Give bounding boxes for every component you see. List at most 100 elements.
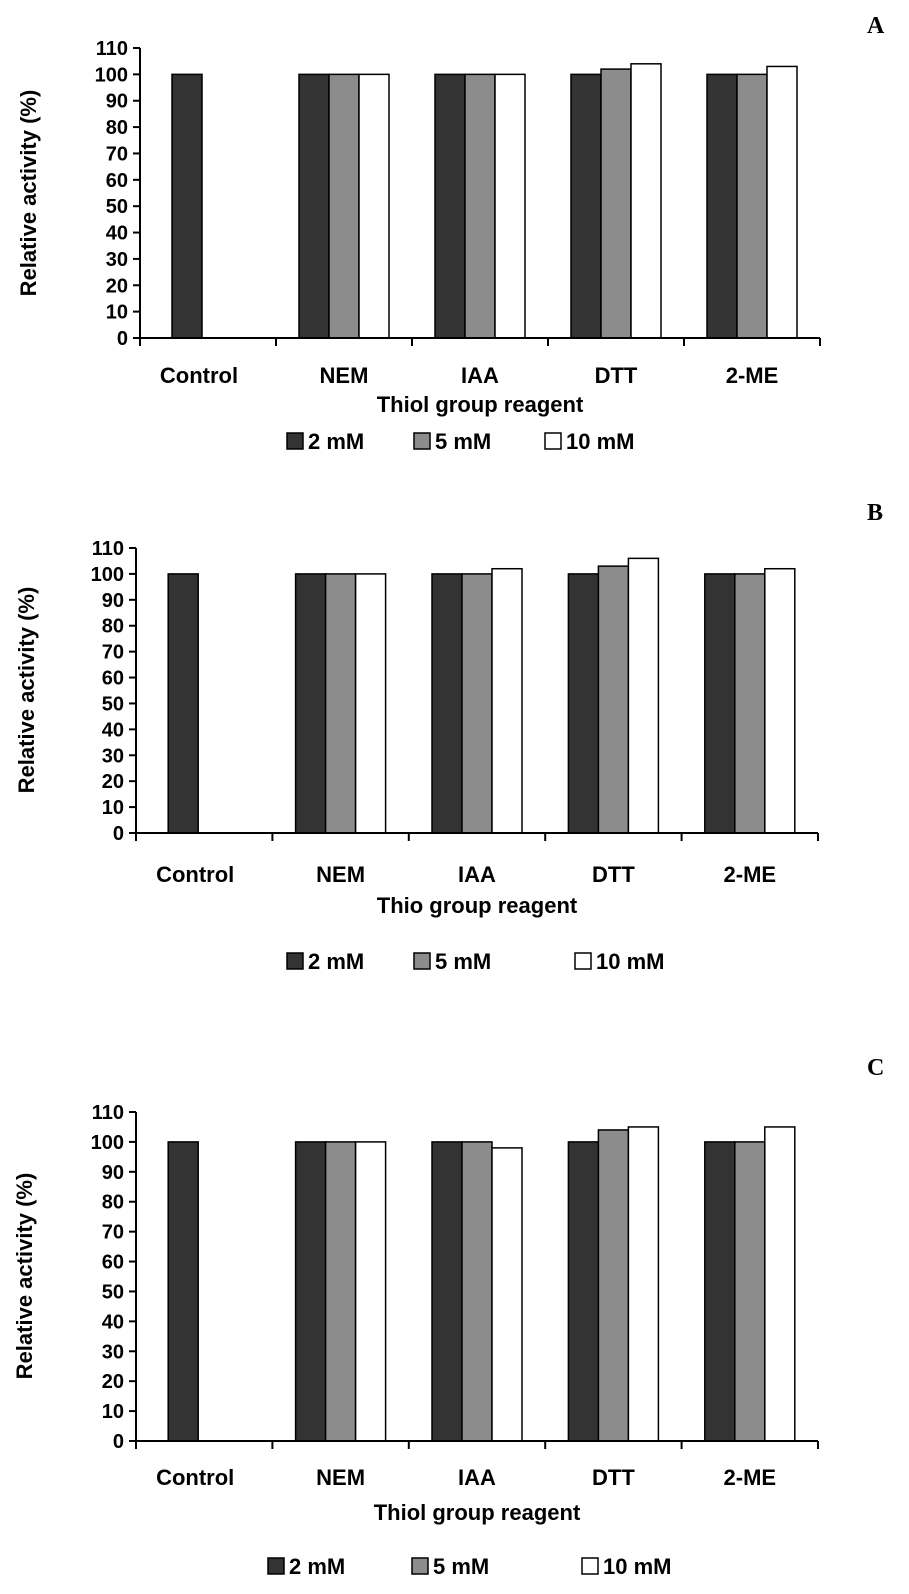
bar-2-me-2mm: [704, 573, 736, 834]
y-tick-label-90: 90: [102, 1162, 124, 1184]
bar-iaa-2mm: [431, 573, 463, 834]
y-axis-title: Relative activity (%): [14, 587, 39, 794]
bar-dtt-10mm: [627, 1126, 660, 1442]
y-tick-label-10: 10: [102, 1401, 124, 1423]
y-tick-label-0: 0: [113, 823, 124, 845]
category-label-iaa: IAA: [458, 862, 496, 887]
panel-letter: B: [867, 500, 883, 526]
bar-nem-2mm: [298, 73, 330, 339]
bar-dtt-5mm: [597, 565, 630, 834]
y-axis-title: Relative activity (%): [12, 1173, 37, 1380]
bar-iaa-2mm: [434, 73, 466, 339]
category-label-2-me: 2-ME: [724, 862, 777, 887]
y-tick-label-100: 100: [91, 564, 124, 586]
y-tick-label-80: 80: [106, 117, 128, 139]
y-tick-label-30: 30: [102, 1341, 124, 1363]
y-tick-label-50: 50: [106, 196, 128, 218]
bar-2-me-5mm: [734, 1141, 766, 1442]
legend-label-2mm: 2 mM: [308, 949, 364, 974]
category-label-nem: NEM: [316, 1465, 365, 1490]
legend: 2 mM 5 mM 10 mM: [286, 949, 664, 974]
bar-control-2mm: [167, 1141, 199, 1442]
y-tick-label-100: 100: [95, 64, 128, 86]
bar-nem-5mm: [328, 73, 360, 339]
legend: 2 mM 5 mM 10 mM: [267, 1554, 671, 1579]
category-label-control: Control: [160, 363, 238, 388]
y-tick-label-30: 30: [102, 745, 124, 767]
category-label-dtt: DTT: [595, 363, 638, 388]
y-axis-title: Relative activity (%): [16, 90, 41, 297]
bar-2-me-5mm: [734, 573, 766, 834]
legend-label-5mm: 5 mM: [435, 949, 491, 974]
y-tick-label-50: 50: [102, 693, 124, 715]
bar-2-me-5mm: [736, 73, 768, 339]
bar-dtt-10mm: [630, 63, 662, 339]
bar-iaa-5mm: [461, 1141, 493, 1442]
y-tick-label-40: 40: [102, 1311, 124, 1333]
legend-label-2mm: 2 mM: [308, 429, 364, 454]
legend-label-5mm: 5 mM: [435, 429, 491, 454]
legend-swatch-5mm: [413, 432, 431, 450]
bar-iaa-10mm: [491, 567, 523, 834]
y-tick-label-70: 70: [102, 1222, 124, 1244]
bar-control-2mm: [167, 573, 199, 834]
x-axis-title: Thiol group reagent: [374, 1500, 581, 1525]
chart-panel-a: A 0 10 20 30 40 50 60 70 80 90 100 110 Control NEM IAA D…: [16, 13, 885, 454]
bar-iaa-5mm: [461, 573, 493, 834]
legend-swatch-10mm: [581, 1557, 599, 1575]
bar-2-me-10mm: [764, 1126, 796, 1442]
legend-label-10mm: 10 mM: [603, 1554, 671, 1579]
bar-nem-5mm: [324, 1141, 357, 1442]
y-tick-label-70: 70: [106, 143, 128, 165]
y-tick-label-0: 0: [113, 1431, 124, 1453]
bar-dtt-5mm: [600, 68, 632, 339]
legend-swatch-5mm: [413, 952, 431, 970]
category-label-iaa: IAA: [458, 1465, 496, 1490]
x-axis-title: Thiol group reagent: [377, 392, 584, 417]
y-tick-label-60: 60: [102, 668, 124, 690]
legend-label-10mm: 10 mM: [566, 429, 634, 454]
legend-label-2mm: 2 mM: [289, 1554, 345, 1579]
category-label-nem: NEM: [316, 862, 365, 887]
y-tick-label-30: 30: [106, 249, 128, 271]
panel-letter: C: [867, 1055, 884, 1081]
legend-swatch-5mm: [411, 1557, 429, 1575]
legend-swatch-2mm: [286, 432, 304, 450]
y-tick-label-40: 40: [106, 223, 128, 245]
bar-nem-10mm: [358, 73, 390, 339]
y-tick-label-0: 0: [117, 328, 128, 350]
bar-dtt-2mm: [567, 573, 600, 834]
y-tick-label-110: 110: [92, 1102, 124, 1124]
y-tick-label-110: 110: [96, 38, 128, 60]
category-label-iaa: IAA: [461, 363, 499, 388]
y-tick-label-100: 100: [91, 1132, 124, 1154]
y-tick-label-80: 80: [102, 1192, 124, 1214]
bar-2-me-2mm: [706, 73, 738, 339]
bar-2-me-10mm: [766, 65, 798, 339]
legend-swatch-2mm: [286, 952, 304, 970]
y-tick-label-40: 40: [102, 719, 124, 741]
chart-panel-c: C 0 10 20 30 40 50 60 70 80 90 100 110 Control NEM IAA D…: [12, 1055, 884, 1579]
y-tick-label-60: 60: [102, 1252, 124, 1274]
legend-label-5mm: 5 mM: [433, 1554, 489, 1579]
y-tick-label-60: 60: [106, 170, 128, 192]
bar-nem-10mm: [354, 573, 387, 834]
legend-swatch-10mm: [574, 952, 592, 970]
y-tick-label-10: 10: [106, 302, 128, 324]
bar-2-me-10mm: [764, 567, 796, 834]
bar-iaa-10mm: [494, 73, 526, 339]
y-tick-label-80: 80: [102, 616, 124, 638]
panel-letter: A: [867, 13, 885, 39]
category-label-dtt: DTT: [592, 862, 635, 887]
bar-iaa-2mm: [431, 1141, 463, 1442]
bar-nem-2mm: [294, 573, 327, 834]
bar-iaa-5mm: [464, 73, 496, 339]
category-label-control: Control: [156, 862, 234, 887]
legend-label-10mm: 10 mM: [596, 949, 664, 974]
y-tick-label-110: 110: [92, 538, 124, 560]
y-tick-label-20: 20: [102, 1371, 124, 1393]
category-label-control: Control: [156, 1465, 234, 1490]
x-axis-title: Thio group reagent: [377, 893, 578, 918]
bar-2-me-2mm: [704, 1141, 736, 1442]
